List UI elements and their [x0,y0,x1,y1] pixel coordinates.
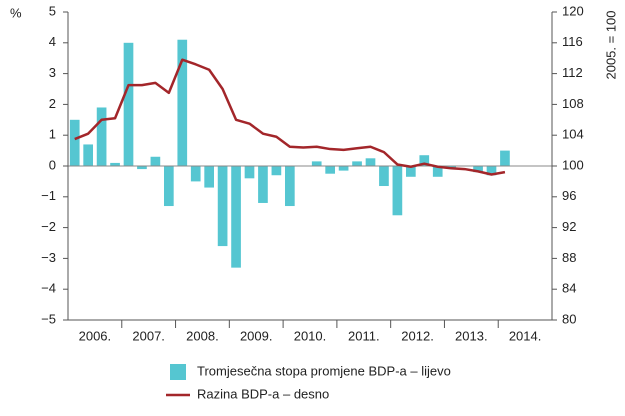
x-tick-label: 2006. [79,328,112,343]
y2-tick-label: 80 [562,311,576,326]
bar [405,166,416,177]
x-tick-label: 2010. [294,328,327,343]
bar [352,161,362,166]
y2-tick-label: 116 [562,34,583,49]
y2-tick-label: 96 [562,188,576,203]
x-tick-label: 2013. [455,328,488,343]
y2-tick-label: 108 [562,96,584,111]
y-tick-label: 0 [49,157,56,172]
bar [271,166,282,176]
bar [379,166,389,187]
y2-tick-label: 84 [562,281,576,296]
y-tick-label: 1 [49,127,56,142]
y2-tick-label: 120 [562,3,584,18]
bar [500,150,510,166]
y2-tick-label: 88 [562,250,576,265]
bar [190,166,201,182]
bar [177,39,188,166]
x-tick-label: 2012. [401,328,434,343]
y-tick-label: 3 [49,65,56,80]
bar [446,166,457,168]
y-tick-label: −2 [41,219,56,234]
y-tick-label: 5 [49,3,56,18]
bar [244,166,255,179]
bar [163,166,174,207]
bar [311,161,322,166]
y-tick-label: −1 [41,188,56,203]
bar [110,162,120,166]
bar [392,166,403,216]
legend-swatch [170,364,186,380]
bar [325,166,336,174]
y2-axis-label: 2005. = 100 [603,10,618,79]
bar [473,166,483,173]
bar [150,156,161,166]
line [74,58,506,176]
bar [204,166,215,188]
y-tick-label: −5 [41,311,56,326]
y2-tick-label: 104 [562,127,584,142]
bar [258,166,268,203]
legend-label: Razina BDP-a – desno [197,386,329,401]
y-axis-label: % [10,5,22,20]
y-tick-label: 4 [49,34,56,49]
bar [231,166,241,268]
bar [123,42,134,166]
x-tick-label: 2007. [132,328,165,343]
bar [365,158,376,166]
y-tick-label: 2 [49,96,56,111]
bar [83,144,94,166]
bar [486,166,497,176]
bar [284,166,295,207]
bar [432,166,443,177]
bar [137,166,147,170]
y2-tick-label: 92 [562,219,576,234]
bar [338,166,349,171]
legend-label: Tromjesečna stopa promjene BDP-a – lijev… [197,363,451,378]
y2-tick-label: 100 [562,157,584,172]
bar [69,119,80,166]
x-tick-label: 2008. [186,328,219,343]
bar [96,107,107,166]
x-tick-label: 2011. [348,328,380,343]
y-tick-label: −4 [41,281,56,296]
y-tick-label: −3 [41,250,56,265]
x-tick-label: 2014. [509,328,542,343]
bar [217,166,228,247]
bar [419,155,430,166]
y2-tick-label: 112 [562,65,583,80]
x-tick-label: 2009. [240,328,273,343]
